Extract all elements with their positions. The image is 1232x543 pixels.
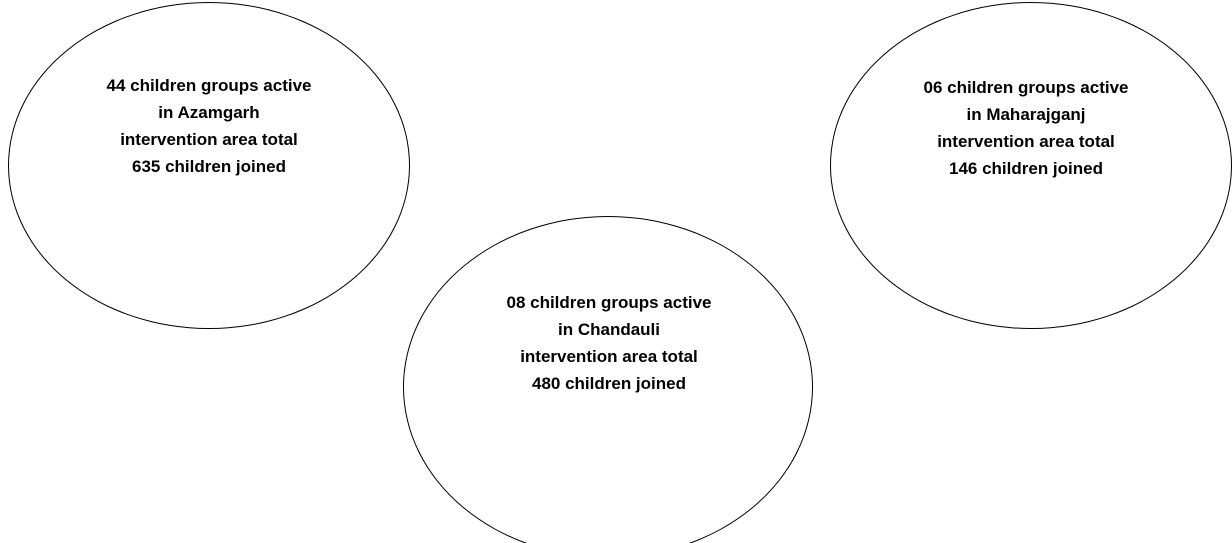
chandauli-line-2: in Chandauli bbox=[558, 320, 660, 339]
azamgarh-label: 44 children groups active in Azamgarh in… bbox=[59, 72, 359, 180]
maharajganj-line-1: 06 children groups active bbox=[923, 78, 1129, 97]
chandauli-label: 08 children groups active in Chandauli i… bbox=[459, 289, 759, 397]
maharajganj-label: 06 children groups active in Maharajganj… bbox=[876, 74, 1176, 182]
azamgarh-line-4: 635 children joined bbox=[132, 157, 286, 176]
chandauli-ellipse bbox=[403, 216, 813, 543]
chandauli-line-1: 08 children groups active bbox=[506, 293, 712, 312]
maharajganj-line-2: in Maharajganj bbox=[966, 105, 1086, 124]
azamgarh-line-1: 44 children groups active bbox=[106, 76, 312, 95]
maharajganj-ellipse bbox=[830, 2, 1232, 329]
maharajganj-line-3: intervention area total bbox=[937, 132, 1115, 151]
chandauli-line-4: 480 children joined bbox=[532, 374, 686, 393]
chandauli-line-3: intervention area total bbox=[520, 347, 698, 366]
azamgarh-ellipse bbox=[8, 2, 410, 329]
azamgarh-line-3: intervention area total bbox=[120, 130, 298, 149]
azamgarh-line-2: in Azamgarh bbox=[158, 103, 260, 122]
maharajganj-line-4: 146 children joined bbox=[949, 159, 1103, 178]
